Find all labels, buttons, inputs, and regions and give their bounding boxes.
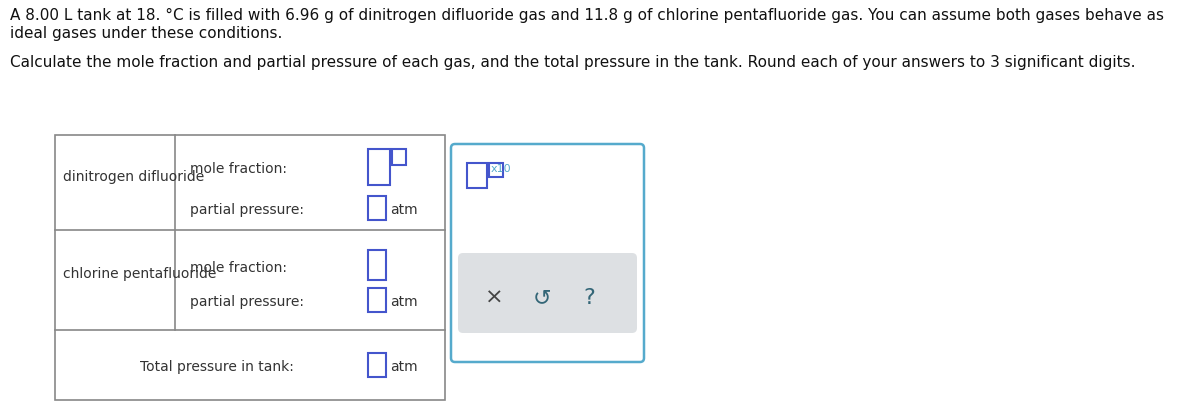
Text: mole fraction:: mole fraction: bbox=[190, 162, 287, 176]
Text: mole fraction:: mole fraction: bbox=[190, 261, 287, 275]
Text: Calculate the mole fraction and partial pressure of each gas, and the total pres: Calculate the mole fraction and partial … bbox=[10, 55, 1135, 70]
Bar bbox=[368, 250, 386, 280]
Bar bbox=[368, 196, 386, 220]
Bar bbox=[467, 163, 487, 188]
Text: partial pressure:: partial pressure: bbox=[190, 203, 304, 217]
Text: atm: atm bbox=[390, 294, 418, 309]
Bar bbox=[392, 148, 406, 165]
Bar bbox=[368, 353, 386, 377]
Bar bbox=[368, 288, 386, 312]
Bar bbox=[490, 163, 503, 177]
Text: atm: atm bbox=[390, 203, 418, 217]
Text: dinitrogen difluoride: dinitrogen difluoride bbox=[64, 169, 204, 184]
Text: x10: x10 bbox=[491, 164, 511, 174]
Text: ↺: ↺ bbox=[533, 288, 552, 308]
Text: ×: × bbox=[485, 288, 504, 308]
Text: A 8.00 L tank at 18. °C is filled with 6.96 g of dinitrogen difluoride gas and 1: A 8.00 L tank at 18. °C is filled with 6… bbox=[10, 8, 1164, 23]
FancyBboxPatch shape bbox=[451, 144, 644, 362]
Bar bbox=[55, 135, 445, 400]
Text: atm: atm bbox=[390, 360, 418, 374]
Bar bbox=[368, 148, 390, 185]
Text: chlorine pentafluoride: chlorine pentafluoride bbox=[64, 267, 216, 281]
Text: Total pressure in tank:: Total pressure in tank: bbox=[140, 360, 294, 374]
Text: ideal gases under these conditions.: ideal gases under these conditions. bbox=[10, 26, 282, 41]
Text: ?: ? bbox=[583, 288, 595, 308]
Text: partial pressure:: partial pressure: bbox=[190, 294, 304, 309]
FancyBboxPatch shape bbox=[458, 253, 637, 333]
